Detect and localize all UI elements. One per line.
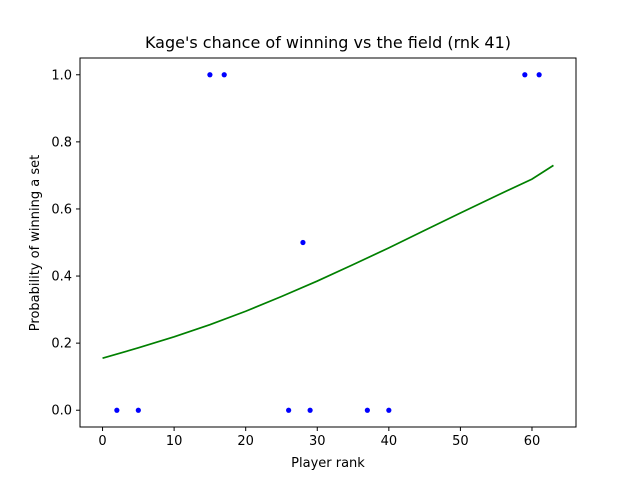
data-point [386,407,392,413]
plot-area [80,58,576,427]
data-point [536,72,542,78]
data-point [300,239,306,246]
data-point [522,72,528,78]
data-points-layer [114,72,542,413]
x-tick-label: 40 [381,434,398,449]
fit-line [102,164,554,360]
plot-frame [79,57,577,428]
y-tick-label: 0.6 [51,202,72,217]
x-axis-ticks: 0 10 20 30 40 50 60 [98,427,540,449]
fit-line-layer [102,164,554,360]
x-tick-label: 60 [524,434,541,449]
data-point [307,407,313,413]
y-tick-label: 1.0 [51,68,72,83]
data-point [286,407,292,413]
y-tick-label: 0.4 [51,270,72,285]
x-tick-label: 50 [452,434,469,449]
data-point [114,407,120,413]
x-axis-title: Player rank [291,456,365,471]
y-tick-label: 0.0 [51,404,72,419]
x-tick-label: 30 [309,434,326,449]
y-axis-ticks: 0.0 0.2 0.4 0.6 0.8 1.0 [51,68,80,419]
chart-title: Kage's chance of winning vs the field (r… [145,33,511,52]
data-point [221,72,227,78]
y-axis-title: Probability of winning a set [28,155,43,331]
x-tick-label: 20 [237,434,254,449]
y-tick-label: 0.2 [51,337,72,352]
x-tick-label: 10 [166,434,183,449]
data-point [135,407,141,413]
data-point [207,72,213,78]
y-tick-label: 0.8 [51,135,72,150]
data-point [364,407,370,413]
x-tick-label: 0 [98,434,106,449]
